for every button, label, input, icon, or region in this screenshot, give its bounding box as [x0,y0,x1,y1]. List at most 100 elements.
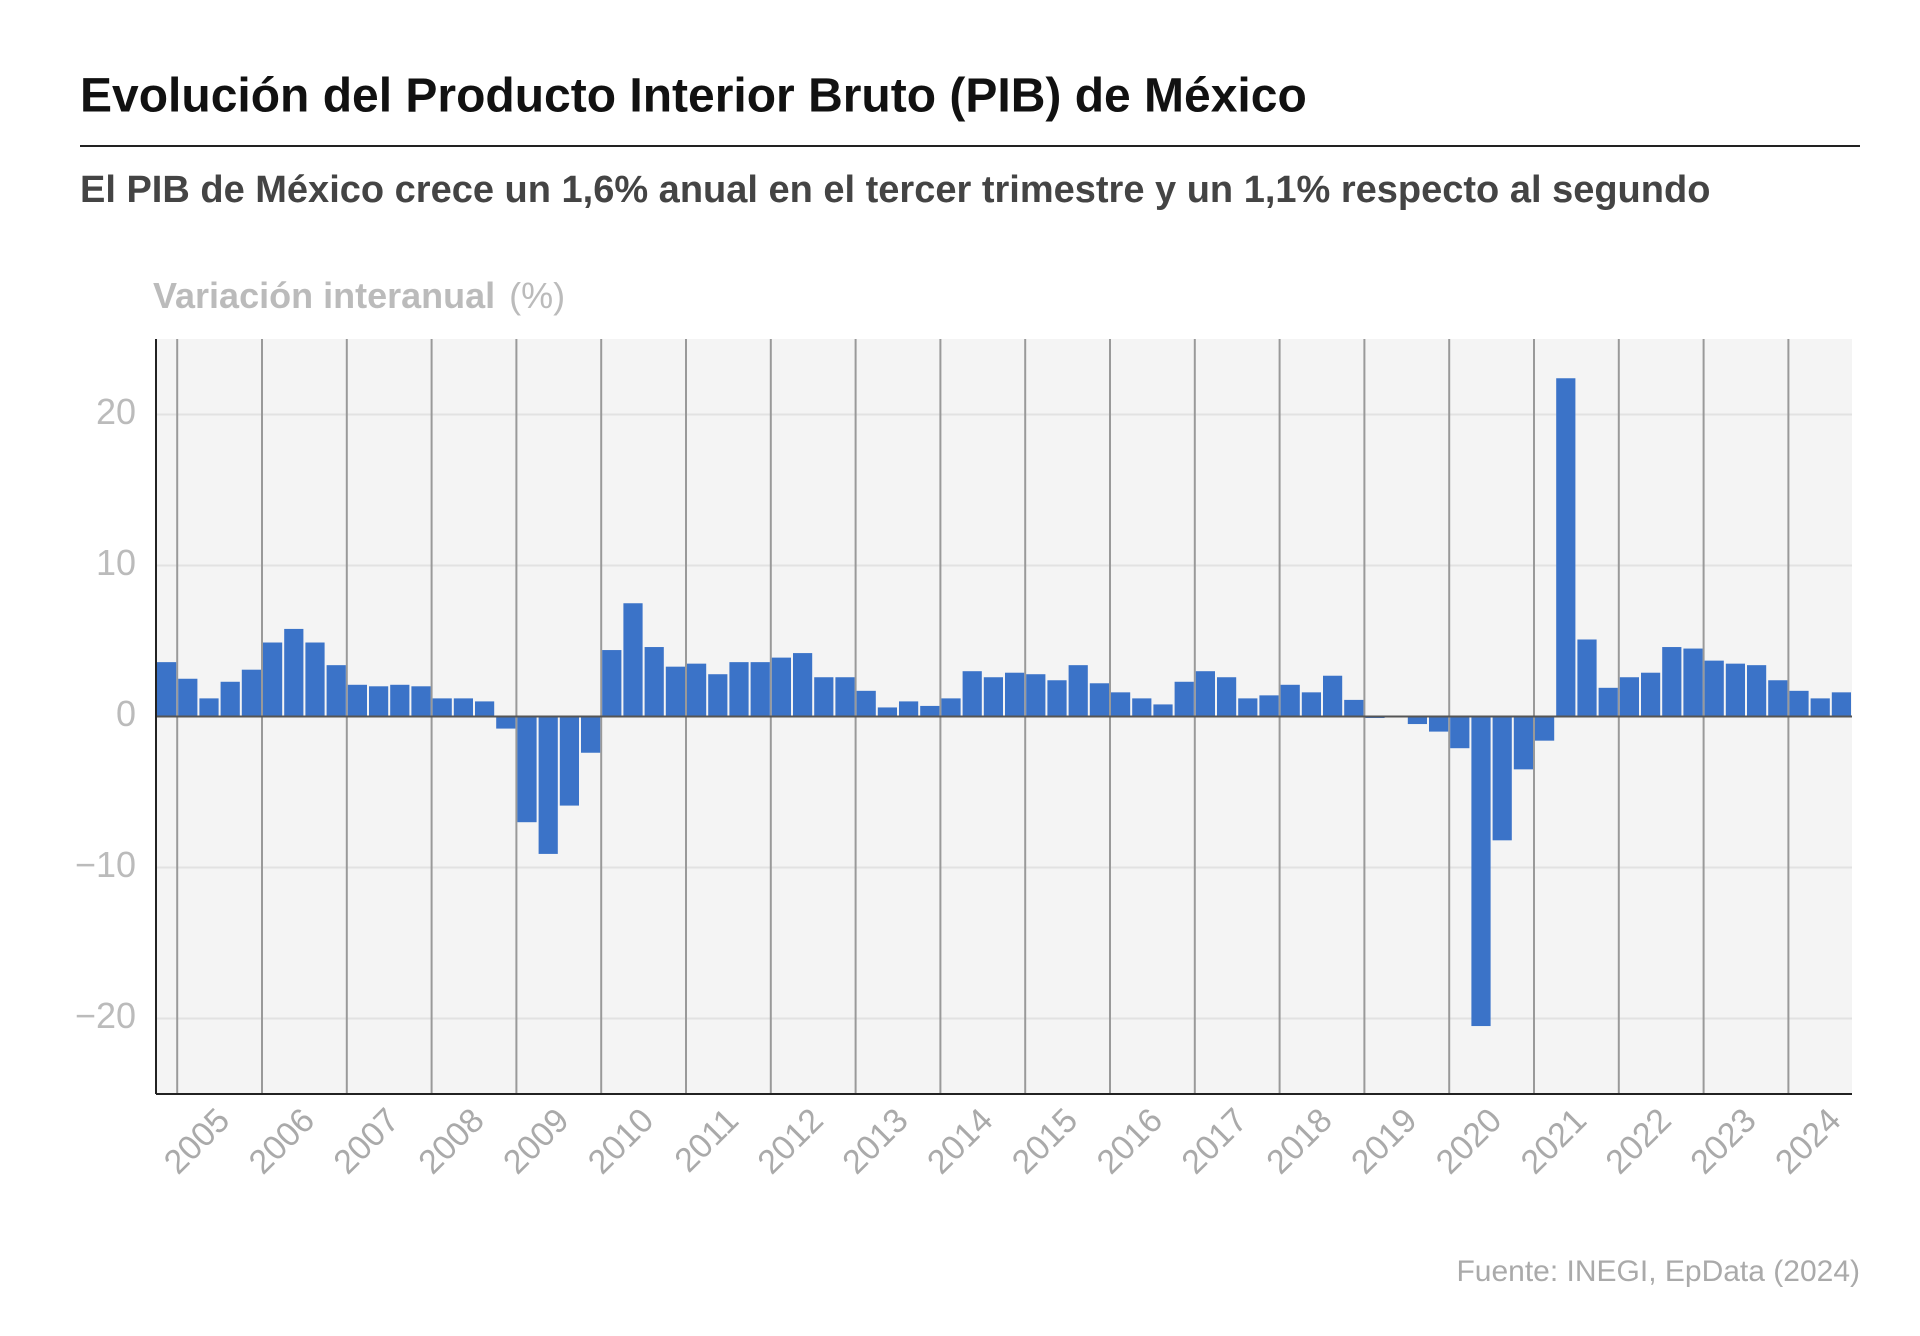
source: Fuente: INEGI, EpData (2024) [1456,1255,1860,1288]
bar [729,662,749,717]
x-tick-label: 2018 [1259,1101,1339,1181]
bar [326,665,346,717]
bar [411,686,431,717]
bar [899,701,919,717]
axis-title: Variación interanual (%) [153,275,565,316]
bar [1641,672,1661,717]
bar [644,647,664,717]
bar [793,653,813,717]
x-tick-label: 2012 [750,1101,830,1181]
bar [1831,692,1851,717]
x-tick-label: 2008 [411,1101,491,1181]
bar [1217,677,1237,717]
bar [1132,698,1152,717]
bar [347,684,367,717]
bar [1153,704,1173,717]
bar [1471,716,1491,1027]
bar [1195,671,1215,717]
bar [1810,698,1830,717]
x-tick-label: 2014 [920,1101,1000,1181]
x-tick-label: 2005 [157,1101,237,1181]
bar [1259,695,1279,717]
bar [432,698,452,717]
y-tick-label: 0 [116,693,136,734]
x-tick-label: 2013 [835,1101,915,1181]
bar [687,663,707,717]
bar [814,677,834,717]
bar [178,678,198,717]
bar [941,698,961,717]
bar [1005,672,1025,717]
bar [1429,716,1449,732]
bar [263,642,283,717]
bar [538,716,558,854]
bar [1768,680,1788,717]
x-tick-label: 2010 [581,1101,661,1181]
bar [305,642,325,717]
bar [1407,716,1427,725]
bar [241,669,261,717]
x-tick-label: 2011 [667,1101,746,1180]
bar [1683,648,1703,717]
bar [1323,675,1343,717]
bar [856,690,876,717]
x-tick-label: 2023 [1683,1101,1763,1181]
x-tick-label: 2017 [1174,1101,1254,1181]
chart-subtitle: El PIB de México crece un 1,6% anual en … [80,169,1710,211]
bar [962,671,982,717]
x-tick-label: 2022 [1598,1101,1678,1181]
bar [1577,639,1597,717]
bar [771,657,791,717]
bar [1344,699,1364,717]
bar [1598,687,1618,717]
y-unit: (%) [509,275,565,316]
bar [390,684,410,717]
bar [369,686,389,717]
bar [1725,663,1745,717]
bar [708,674,728,717]
bar [475,701,495,717]
y-tick-label: 10 [96,542,136,583]
y-tick-label: −10 [75,844,136,885]
bar [1450,716,1470,749]
bar [1492,716,1512,841]
x-tick-label: 2021 [1514,1101,1594,1181]
x-tick-label: 2006 [242,1101,322,1181]
bar [1280,684,1300,717]
bar [199,698,219,717]
bar [220,681,240,717]
bar [559,716,579,806]
x-tick-label: 2019 [1344,1101,1424,1181]
y-tick-label: −20 [75,995,136,1036]
bar [1704,660,1724,717]
bar [1111,692,1131,717]
x-tick-label: 2009 [496,1101,576,1181]
y-tick-label: 20 [96,391,136,432]
bar [1513,716,1533,770]
bar [1535,716,1555,741]
bar [1556,378,1576,717]
bar [496,716,516,729]
bar [1174,681,1194,717]
bar [877,707,897,717]
x-tick-label: 2024 [1768,1101,1848,1181]
bar [665,666,685,717]
y-label: Variación interanual [153,275,495,316]
bar [1789,690,1809,717]
bar [602,650,622,717]
bar [157,662,177,717]
bar [1301,692,1321,717]
x-tick-label: 2015 [1005,1101,1085,1181]
bar [1068,665,1088,717]
bar [750,662,770,717]
bar [983,677,1003,717]
bar [1747,665,1767,717]
bar [1026,674,1046,717]
chart-title: Evolución del Producto Interior Bruto (P… [80,70,1307,123]
bar [581,716,601,753]
bar [1089,683,1109,717]
bar [453,698,473,717]
bar [920,705,940,717]
bar [1047,680,1067,717]
